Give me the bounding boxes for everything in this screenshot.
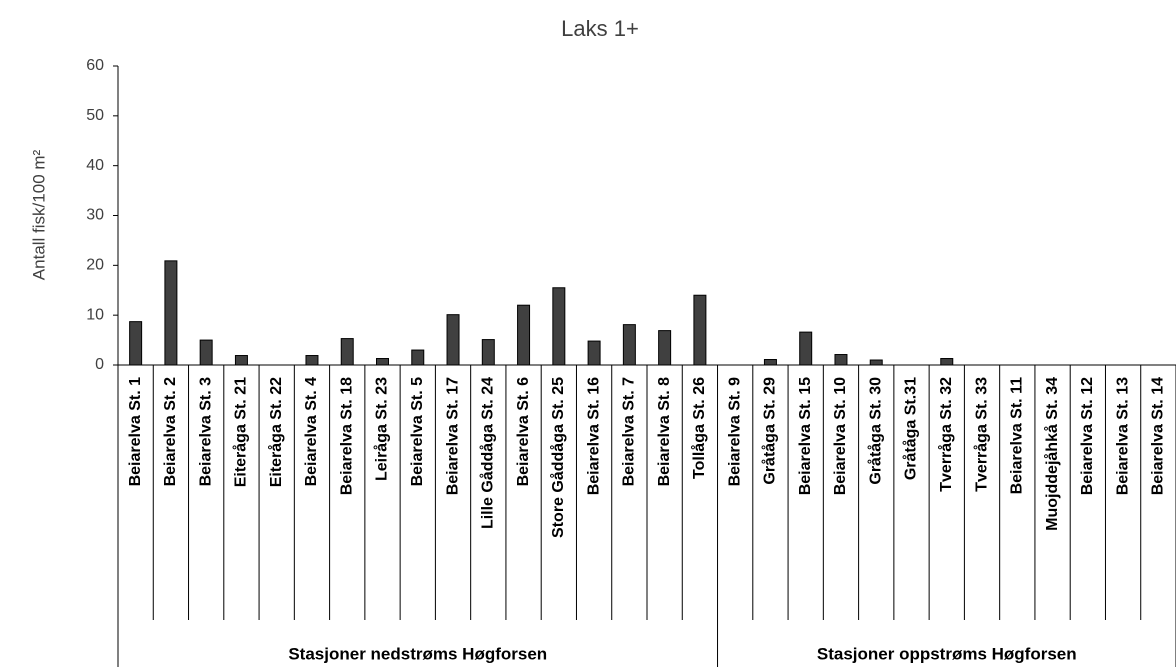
x-tick-label: Beiarelva St. 1 (127, 377, 144, 487)
x-tick-label: Beiarelva St. 9 (726, 377, 743, 487)
x-tick-label: Leiråga St. 23 (373, 377, 391, 481)
x-tick-label: Beiarelva St. 10 (832, 377, 849, 495)
x-tick-label: Beiarelva St. 11 (1009, 377, 1026, 495)
x-tick-label: Beiarelva St. 17 (444, 377, 461, 495)
x-tick-label: Beiarelva St. 8 (656, 377, 673, 487)
x-tick-label: Gråtåga St. 29 (761, 377, 779, 485)
x-tick-label: Eiteråga St. 22 (267, 377, 285, 487)
group-label: Stasjoner oppstrøms Høgforsen (817, 644, 1077, 663)
x-tick-label: Beiarelva St. 14 (1150, 377, 1167, 495)
bar (658, 330, 672, 366)
x-tick-label: Tverråga St. 33 (972, 377, 990, 492)
x-tick-label: Eiteråga St. 21 (232, 377, 250, 487)
bar (869, 359, 883, 366)
bar (587, 340, 601, 366)
x-tick-label: Tverråga St. 32 (937, 377, 955, 492)
x-tick-label: Beiarelva St. 5 (409, 377, 426, 487)
x-tick-label: Beiarelva St. 16 (585, 377, 602, 495)
bar (340, 338, 354, 366)
x-tick-label: Beiarelva St. 2 (162, 377, 179, 487)
x-tick-label: Gråtåga St. 30 (866, 377, 884, 485)
bar (693, 294, 707, 366)
bar (834, 354, 848, 366)
x-tick-label: Beiarelva St. 7 (621, 377, 638, 487)
y-tick-label: 50 (86, 107, 104, 124)
x-tick-label: Muojddejåhkå St. 34 (1043, 377, 1061, 531)
x-tick-label: Beiarelva St. 15 (797, 377, 814, 495)
bar (763, 359, 777, 366)
bar (376, 358, 389, 366)
y-tick-label: 10 (86, 306, 104, 323)
x-tick-label: Beiarelva St. 6 (515, 377, 532, 487)
y-tick-label: 30 (86, 207, 104, 224)
y-tick-label: 0 (95, 356, 104, 373)
bar (446, 314, 460, 366)
bar (164, 260, 178, 366)
bar (622, 324, 636, 366)
bar (552, 287, 566, 366)
bar (411, 349, 425, 366)
y-tick-label: 20 (86, 257, 104, 274)
chart-title: Laks 1+ (561, 16, 639, 41)
bar (129, 321, 143, 366)
bar (199, 339, 213, 366)
y-axis-label: Antall fisk/100 m² (29, 149, 48, 280)
x-tick-label: Beiarelva St. 13 (1114, 377, 1131, 495)
bar (305, 355, 319, 366)
x-tick-label: Store Gåddåga St. 25 (549, 377, 567, 538)
x-tick-label: Beiarelva St. 18 (338, 377, 355, 495)
x-tick-label: Beiarelva St. 12 (1079, 377, 1096, 495)
y-tick-label: 60 (86, 57, 104, 74)
bar (481, 339, 495, 366)
bar (517, 304, 531, 366)
group-label: Stasjoner nedstrøms Høgforsen (288, 644, 547, 663)
y-tick-label: 40 (86, 157, 104, 174)
bar (940, 358, 954, 366)
x-tick-label: Gråtåga St.31 (902, 377, 920, 480)
bar (234, 355, 248, 366)
x-tick-label: Beiarelva St. 4 (303, 377, 320, 487)
x-tick-label: Tollåga St. 26 (690, 377, 708, 479)
bar (799, 331, 813, 366)
x-tick-label: Lille Gåddåga St. 24 (479, 377, 497, 529)
x-tick-label: Beiarelva St. 3 (197, 377, 214, 487)
